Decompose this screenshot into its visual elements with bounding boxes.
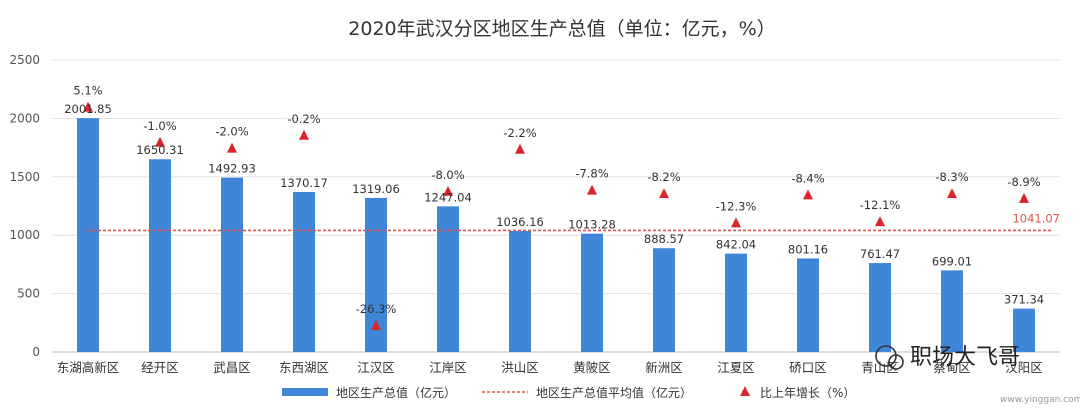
category-label: 东湖高新区 [57,360,120,375]
bar-layer [77,118,1035,352]
growth-label: -8.0% [431,168,464,182]
bar-value-label: 2001.85 [64,102,112,116]
watermark-url: www.yinggan.com [1000,395,1080,405]
category-label: 硚口区 [789,360,827,375]
bar [1013,308,1035,352]
y-tick-label: 0 [32,345,40,359]
bar-value-label: 1036.16 [496,215,544,229]
growth-label: 5.1% [73,84,102,98]
bar [509,230,531,352]
category-label: 汉阳区 [1005,360,1043,375]
category-label: 东西湖区 [279,360,329,375]
legend-label-marker: 比上年增长（%） [760,386,855,400]
y-tick-label: 2000 [9,111,40,125]
growth-label: -26.3% [356,302,397,316]
average-line-label: 1041.07 [1012,211,1060,225]
growth-label: -8.4% [791,171,824,185]
growth-marker [731,217,741,228]
bar-value-label: 888.57 [644,232,684,246]
bar-value-label: 1247.04 [424,190,472,204]
grid-layer: 0 500 1000 1500 2000 2500 [9,53,1060,359]
category-label: 江汉区 [357,360,395,375]
growth-marker [371,320,381,331]
category-label: 蔡甸区 [933,360,971,375]
watermark-logo-icon [875,345,897,367]
growth-marker [227,142,237,153]
growth-marker [83,101,93,112]
legend-swatch-bar [282,388,328,396]
legend-swatch-marker [740,386,750,396]
bar-value-label: 842.04 [716,238,756,252]
growth-marker [803,189,813,200]
category-label: 洪山区 [501,360,539,375]
bar-value-label: 1013.28 [568,218,616,232]
bar [581,233,603,352]
category-label: 黄陂区 [573,360,611,375]
y-tick-label: 1500 [9,170,40,184]
growth-marker [299,129,309,140]
growth-marker-layer [83,101,1029,331]
growth-label: -8.3% [935,170,968,184]
bar [221,177,243,352]
growth-label: -8.9% [1007,175,1040,189]
label-layer: 2001.85 东湖高新区 1650.31 经开区 1492.93 武昌区 1370.17 东… [57,84,1044,375]
bar-value-label: 371.34 [1004,293,1044,307]
growth-marker [1019,192,1029,203]
bar [149,159,171,352]
category-label: 江岸区 [429,360,467,375]
bar-value-label: 801.16 [788,242,828,256]
legend: 地区生产总值（亿元） 地区生产总值平均值（亿元） 比上年增长（%） [282,385,855,400]
category-label: 武昌区 [213,360,251,375]
average-line-layer: 1041.07 [88,211,1060,232]
bar [653,248,675,352]
growth-label: -2.2% [503,126,536,140]
growth-label: -12.3% [716,199,757,213]
legend-label-bar: 地区生产总值（亿元） [336,385,456,400]
watermark: 职场大飞哥 www.yinggan.com [875,345,1080,405]
bar-value-label: 1650.31 [136,143,184,157]
bar [941,270,963,352]
category-label: 新洲区 [645,360,683,375]
growth-label: -12.1% [860,198,901,212]
growth-marker [443,185,453,196]
growth-label: -7.8% [575,167,608,181]
bar-value-label: 1319.06 [352,182,400,196]
bar [77,118,99,352]
growth-label: -8.2% [647,170,680,184]
category-label: 经开区 [141,360,179,375]
watermark-logo-icon-inner [888,354,904,370]
y-tick-label: 2500 [9,53,40,67]
bar [725,253,747,352]
growth-marker [155,136,165,147]
bar [365,197,387,352]
bar [437,206,459,352]
growth-marker [587,184,597,195]
bar-value-label: 761.47 [860,247,900,261]
watermark-text: 职场大飞哥 [910,345,1020,370]
bar [869,263,891,352]
category-label: 江夏区 [717,360,755,375]
y-tick-label: 1000 [9,228,40,242]
legend-label-avg: 地区生产总值平均值（亿元） [536,385,692,400]
bar [797,258,819,352]
growth-label: -1.0% [143,119,176,133]
bar [293,191,315,352]
growth-marker [875,216,885,227]
growth-label: -0.2% [287,112,320,126]
growth-marker [659,188,669,199]
chart-title: 2020年武汉分区地区生产总值（单位：亿元，%） [348,18,775,40]
bar-value-label: 1492.93 [208,162,256,176]
bar-value-label: 699.01 [932,254,972,268]
growth-marker [515,143,525,154]
bar-value-label: 1370.17 [280,176,328,190]
growth-label: -2.0% [215,125,248,139]
growth-marker [947,188,957,199]
y-tick-label: 500 [17,287,40,301]
